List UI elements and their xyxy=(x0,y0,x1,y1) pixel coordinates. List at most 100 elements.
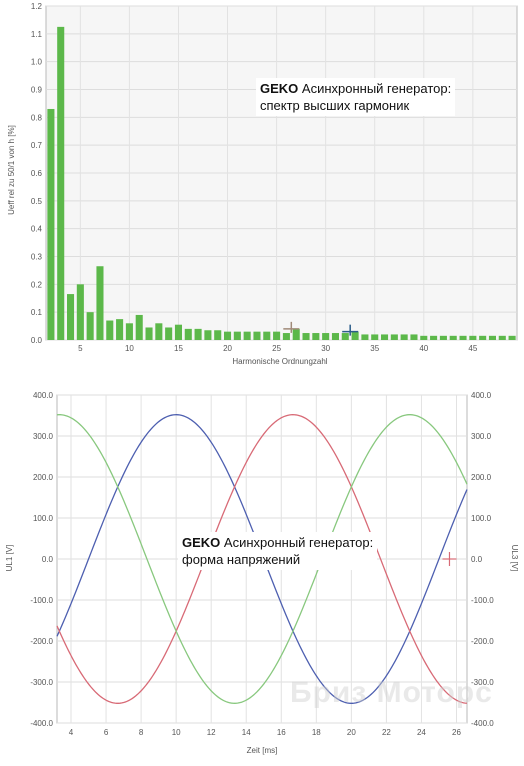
harmonic-bar xyxy=(439,335,447,340)
harmonics-y-tick-label: 0.7 xyxy=(31,141,43,150)
voltage-y-ticks-right: -400.0 -300.0 -200.0 -100.0 0.0 100.0 200.0 300… xyxy=(471,391,494,728)
harmonic-bar xyxy=(174,324,183,340)
voltage-x-tick-label: 6 xyxy=(104,728,109,737)
harmonic-bar xyxy=(155,323,163,340)
harmonics-y-tick-label: 0.5 xyxy=(31,197,43,206)
harmonic-bar xyxy=(165,327,173,340)
harmonics-y-tick-label: 1.1 xyxy=(31,30,43,39)
harmonics-y-axis-label: Ueff rel zu 50/1 von h [%] xyxy=(7,125,16,215)
harmonics-annotation-line2: спектр высших гармоник xyxy=(260,98,410,113)
harmonics-y-tick-label: 0.1 xyxy=(31,308,43,317)
voltage-x-tick-label: 10 xyxy=(172,728,181,737)
voltage-y-tick-label-left: -400.0 xyxy=(30,719,53,728)
harmonic-bar xyxy=(410,334,418,340)
harmonic-bar xyxy=(106,320,114,340)
voltage-x-tick-label: 8 xyxy=(139,728,144,737)
harmonic-bar xyxy=(47,108,55,340)
voltage-x-axis-label: Zeit [ms] xyxy=(247,746,278,755)
voltage-annotation-line1: Асинхронный генератор: xyxy=(220,535,374,550)
harmonic-bar xyxy=(351,331,359,340)
voltage-x-tick-label: 18 xyxy=(312,728,321,737)
voltage-y-tick-label-left: 0.0 xyxy=(42,555,54,564)
harmonics-chart: 0.00.10.20.30.40.50.60.70.80.91.01.11.2 … xyxy=(7,2,518,366)
harmonics-y-tick-label: 0.4 xyxy=(31,225,43,234)
voltage-y-tick-label-left: 300.0 xyxy=(33,432,54,441)
voltage-annotation-line2: форма напряжений xyxy=(182,552,301,567)
harmonic-bar xyxy=(459,335,467,340)
harmonic-bar xyxy=(273,331,281,340)
harmonics-x-tick-label: 10 xyxy=(125,344,134,353)
harmonics-y-tick-label: 1.0 xyxy=(31,58,43,67)
voltage-x-ticks: 4 6 8 10 12 14 16 18 20 22 24 26 xyxy=(69,728,462,737)
harmonic-bar xyxy=(253,331,261,340)
voltage-annotation-brand: GEKO xyxy=(182,535,221,550)
harmonics-x-tick-label: 20 xyxy=(223,344,232,353)
voltage-x-tick-label: 4 xyxy=(69,728,74,737)
voltage-x-tick-label: 16 xyxy=(277,728,286,737)
harmonic-bar xyxy=(76,284,84,340)
harmonic-bar xyxy=(204,330,212,340)
harmonics-y-tick-label: 1.2 xyxy=(31,2,43,11)
harmonic-bar xyxy=(135,314,143,340)
harmonics-y-tick-label: 0.2 xyxy=(31,280,43,289)
harmonics-x-tick-label: 30 xyxy=(321,344,330,353)
voltage-chart-panel: -400.0 -300.0 -200.0 -100.0 0.0 100.0 200.0 300… xyxy=(0,380,524,761)
harmonic-bar xyxy=(292,328,300,340)
harmonic-bar xyxy=(214,330,222,340)
voltage-x-tick-label: 26 xyxy=(452,728,461,737)
harmonic-bar xyxy=(184,328,192,340)
harmonic-bar xyxy=(116,319,124,340)
harmonic-bar xyxy=(449,335,457,340)
harmonic-bar xyxy=(380,334,389,340)
harmonic-bar xyxy=(312,333,320,340)
harmonic-bar xyxy=(371,334,379,340)
harmonic-bar xyxy=(361,334,369,340)
harmonics-x-tick-label: 25 xyxy=(272,344,281,353)
watermark: Бриз Моторс xyxy=(290,676,493,709)
harmonic-bar xyxy=(66,294,75,340)
voltage-y-tick-label-right: -300.0 xyxy=(471,678,494,687)
voltage-x-tick-label: 22 xyxy=(382,728,391,737)
voltage-y-axis-label-right: UL3 [V] xyxy=(510,545,519,572)
voltage-y-ticks-left: -400.0 -300.0 -200.0 -100.0 0.0 100.0 200.0 300… xyxy=(30,391,53,728)
harmonic-bar xyxy=(430,335,438,340)
voltage-y-tick-label-left: 100.0 xyxy=(33,514,54,523)
harmonics-annotation-brand: GEKO xyxy=(260,81,299,96)
voltage-y-tick-label-right: 400.0 xyxy=(471,391,492,400)
voltage-y-tick-label-right: -100.0 xyxy=(471,596,494,605)
harmonic-bar xyxy=(194,328,202,340)
voltage-x-tick-label: 20 xyxy=(347,728,356,737)
harmonics-chart-panel: 0.0 0.1 0.2 0.3 0.4 0.5 0.6 0.7 0.8 0.9 1.0 1.1 1.2 … xyxy=(0,0,524,372)
harmonics-y-tick-label: 0.8 xyxy=(31,113,43,122)
harmonic-bar xyxy=(469,335,477,340)
harmonic-bar xyxy=(400,334,408,340)
voltage-x-tick-label: 12 xyxy=(207,728,216,737)
harmonic-bar xyxy=(488,335,497,340)
harmonic-bar xyxy=(96,266,104,340)
harmonics-y-tick-label: 0.9 xyxy=(31,86,43,95)
harmonics-x-tick-label: 45 xyxy=(468,344,477,353)
voltage-y-tick-label-left: -100.0 xyxy=(30,596,53,605)
harmonic-bar xyxy=(57,26,65,340)
harmonics-annotation: GEKO Асинхронный генератор: спектр высши… xyxy=(256,78,456,116)
harmonics-y-tick-label: 0.3 xyxy=(31,253,43,262)
voltage-phase-line xyxy=(56,414,468,704)
harmonics-x-tick-label: 5 xyxy=(78,344,83,353)
voltage-y-tick-label-right: 300.0 xyxy=(471,432,492,441)
harmonic-bar xyxy=(420,335,428,340)
harmonics-x-axis-label: Harmonische Ordnungzahl xyxy=(232,357,327,366)
voltage-marker xyxy=(442,552,457,566)
harmonic-bar xyxy=(331,333,340,340)
harmonics-annotation-line1: Асинхронный генератор: xyxy=(298,81,452,96)
harmonics-x-ticks: 5 10 15 20 25 30 35 40 45 xyxy=(78,344,478,353)
harmonic-bar xyxy=(498,335,506,340)
harmonic-bar xyxy=(479,335,487,340)
harmonic-bar xyxy=(125,323,133,340)
harmonic-bar xyxy=(145,327,153,340)
voltage-x-tick-label: 24 xyxy=(417,728,426,737)
harmonics-bars xyxy=(47,26,516,340)
voltage-y-tick-label-right: 100.0 xyxy=(471,514,492,523)
voltage-y-tick-label-left: 400.0 xyxy=(33,391,54,400)
harmonics-markers xyxy=(283,321,359,336)
harmonic-bar xyxy=(282,333,290,340)
